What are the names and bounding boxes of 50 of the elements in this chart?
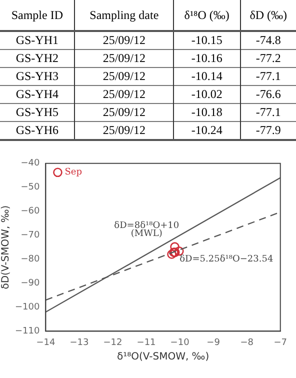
text: -77.1 bbox=[240, 68, 296, 86]
text: 25/09/12 bbox=[74, 50, 174, 68]
x-tick-label: −7 bbox=[274, 338, 288, 348]
x-tick-label: −9 bbox=[206, 338, 220, 348]
annotation: δD=8δ¹⁸O+10 bbox=[114, 220, 180, 231]
y-tick-label: −100 bbox=[14, 302, 40, 313]
category-label: δ¹⁸O (‰) bbox=[173, 0, 240, 31]
text: -10.14 bbox=[173, 68, 240, 86]
text: -77.9 bbox=[240, 122, 296, 140]
x-tick-label: −11 bbox=[136, 338, 156, 348]
annotation: (MWL) bbox=[130, 229, 162, 240]
text: 25/09/12 bbox=[74, 104, 174, 122]
y-tick-label: −80 bbox=[20, 254, 40, 265]
text: GS-YH5 bbox=[14, 104, 60, 121]
text: -10.15 bbox=[173, 31, 240, 50]
text: 25/09/12 bbox=[74, 86, 174, 104]
text: GS-YH6 bbox=[14, 122, 60, 139]
y-tick-label: −50 bbox=[20, 182, 40, 193]
text: 25/09/12 bbox=[74, 31, 174, 50]
text: 25/09/12 bbox=[74, 122, 174, 140]
text: -76.6 bbox=[240, 86, 296, 104]
x-tick-label: −10 bbox=[170, 338, 190, 348]
text: GS-YH4 bbox=[14, 86, 60, 103]
y-tick-label: −70 bbox=[20, 230, 40, 241]
text: GS-YH2 bbox=[14, 50, 60, 67]
text: 25/09/12 bbox=[74, 68, 174, 86]
text: -10.24 bbox=[173, 122, 240, 140]
legend-label: Sep bbox=[64, 168, 82, 178]
x-tick-label: −12 bbox=[103, 338, 122, 348]
text: -10.02 bbox=[173, 86, 240, 104]
x-tick-label: −8 bbox=[240, 338, 254, 348]
y-tick-label: −90 bbox=[20, 278, 40, 289]
text: -77.2 bbox=[240, 50, 296, 68]
x-tick-label: −13 bbox=[70, 338, 89, 348]
y-axis-title: δD(V-SMOW, ‰) bbox=[0, 205, 12, 290]
category-label: Sample ID bbox=[10, 6, 64, 24]
text: -10.18 bbox=[173, 104, 240, 122]
y-tick-label: −60 bbox=[20, 206, 40, 217]
category-label: Sampling date bbox=[74, 0, 174, 31]
category-label: δD (‰) bbox=[240, 0, 296, 31]
x-tick-label: −14 bbox=[36, 338, 56, 348]
text: GS-YH3 bbox=[14, 68, 60, 85]
text: -10.16 bbox=[173, 50, 240, 68]
text: -77.1 bbox=[240, 104, 296, 122]
x-axis-title: δ¹⁸O(V-SMOW, ‰) bbox=[116, 352, 210, 363]
text: GS-YH1 bbox=[14, 32, 60, 49]
y-tick-label: −110 bbox=[14, 326, 40, 337]
annotation: δD=5.25δ¹⁸O−23.54 bbox=[180, 254, 274, 264]
y-tick-label: −40 bbox=[20, 158, 40, 169]
text: -74.8 bbox=[240, 31, 296, 50]
